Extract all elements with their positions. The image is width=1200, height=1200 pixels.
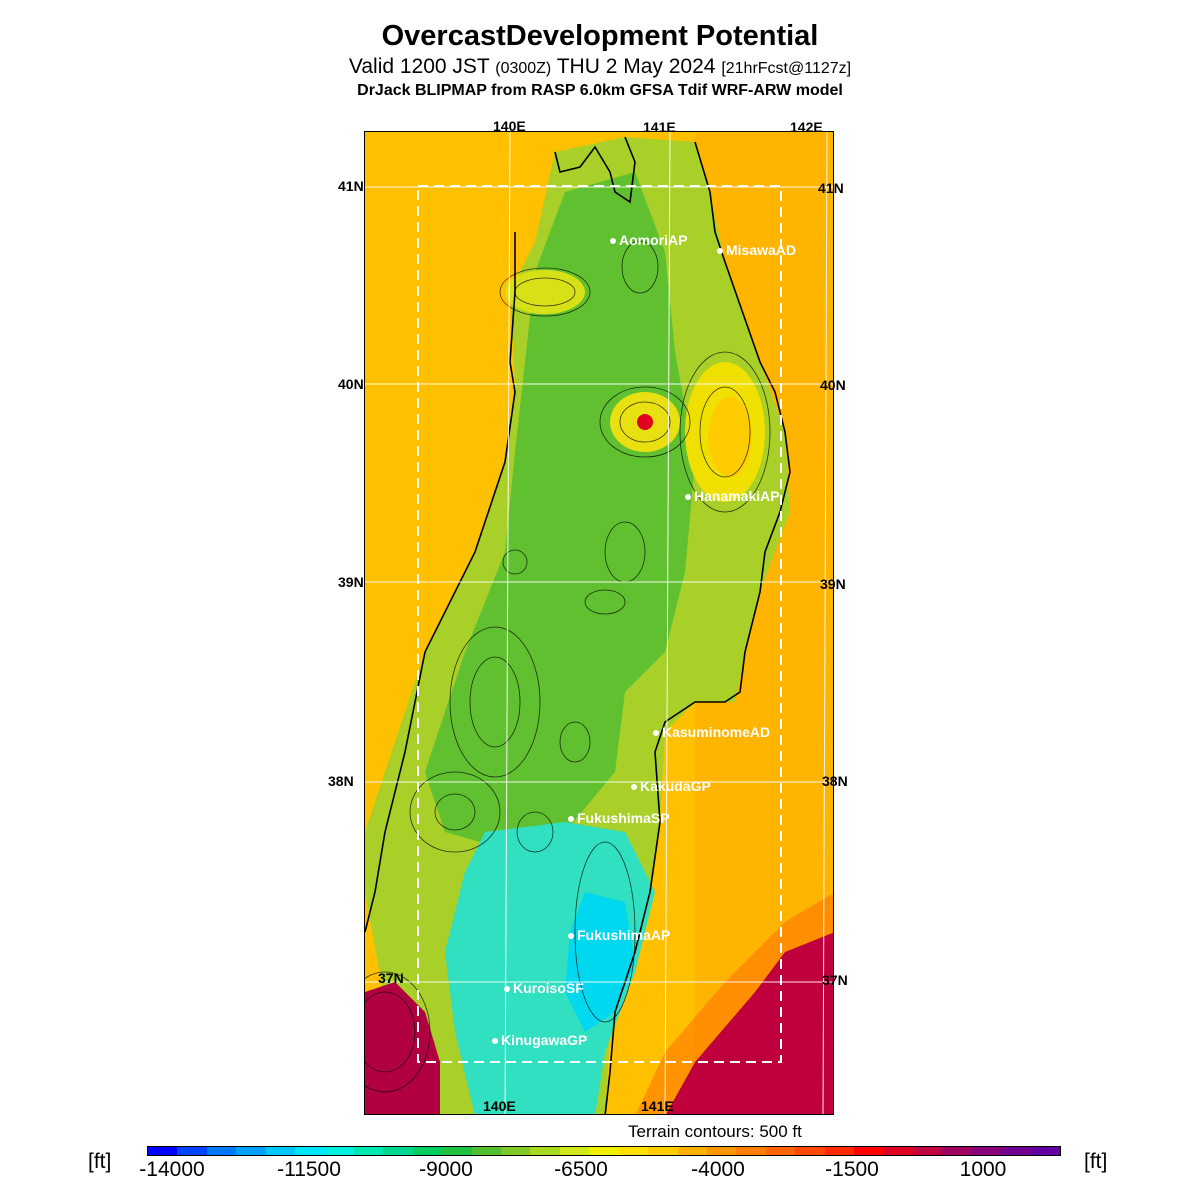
model-line: DrJack BLIPMAP from RASP 6.0km GFSA Tdif… (357, 82, 843, 99)
colorbar-swatch (442, 1147, 472, 1155)
valid-time: Valid 1200 JST (0300Z) THU 2 May 2024 [2… (0, 55, 1200, 79)
station-kasuminome: KasuminomeAD (653, 724, 770, 740)
colorbar-swatch (206, 1147, 237, 1155)
colorbar-swatch (971, 1147, 1002, 1155)
red-area-se (666, 932, 833, 1114)
orange-area-se (635, 893, 833, 1114)
lat-label-right: 38N (822, 773, 848, 789)
red-area-sw (365, 982, 440, 1114)
lat-label-right: 40N (820, 377, 846, 393)
colorbar-swatch (677, 1147, 708, 1155)
colorbar-swatch (765, 1147, 796, 1155)
lat-label-left: 39N (338, 574, 364, 590)
lon-label-bottom: 141E (641, 1098, 674, 1114)
colorbar-tick: -1500 (825, 1158, 879, 1181)
colorbar-unit-left: [ft] (88, 1150, 112, 1173)
station-fukushima-sp: FukushimaSP (568, 810, 670, 826)
colorbar-swatch (501, 1147, 531, 1155)
peak-area (637, 414, 653, 430)
colorbar-tick: -11500 (277, 1158, 341, 1181)
inner-domain-box (417, 185, 782, 1063)
lat-label-right: 39N (820, 576, 846, 592)
lon-label-top: 142E (790, 119, 823, 135)
colorbar-swatch (854, 1147, 884, 1155)
colorbar-swatch (148, 1147, 178, 1155)
colorbar-swatch (295, 1147, 325, 1155)
lat-label-right: 37N (822, 972, 848, 988)
lat-label-left: 40N (338, 376, 364, 392)
colorbar-swatch (236, 1147, 266, 1155)
colorbar-swatch (1001, 1147, 1031, 1155)
colorbar-swatch (559, 1147, 590, 1155)
chart-title: OvercastDevelopment Potential (381, 20, 819, 52)
terrain-note: Terrain contours: 500 ft (628, 1122, 802, 1141)
colorbar-tick: 1000 (959, 1158, 1007, 1181)
station-fukushima-ap: FukushimaAP (568, 927, 670, 943)
colorbar-tick: -6500 (554, 1158, 608, 1181)
lat-label-left: 37N (378, 970, 404, 986)
station-aomori: AomoriAP (610, 232, 687, 248)
colorbar-swatch (824, 1147, 855, 1155)
high-core (708, 397, 752, 477)
colorbar-swatch (412, 1147, 443, 1155)
map-svg (365, 132, 833, 1114)
colorbar-tick: -4000 (691, 1158, 745, 1181)
colorbar-swatch (324, 1147, 354, 1155)
colorbar-tick: -9000 (419, 1158, 473, 1181)
colorbar-swatch (353, 1147, 384, 1155)
lat-label-left: 38N (328, 773, 354, 789)
lat-label-right: 41N (818, 180, 844, 196)
colorbar-tick: -14000 (139, 1158, 205, 1181)
map-panel: AomoriAP MisawaAD HanamakiAP KasuminomeA… (364, 131, 834, 1115)
station-kakuda: KakudaGP (631, 778, 711, 794)
colorbar-swatch (383, 1147, 413, 1155)
lon-label-top: 140E (493, 118, 526, 134)
colorbar-swatch (795, 1147, 825, 1155)
coastline (365, 136, 791, 1114)
colorbar (147, 1146, 1061, 1156)
colorbar-swatch (618, 1147, 649, 1155)
station-kuroiso: KuroisoSF (504, 980, 584, 996)
terrain-contours (365, 240, 771, 1093)
colorbar-swatch (883, 1147, 913, 1155)
colorbar-unit-right: [ft] (1084, 1150, 1108, 1173)
high-area (505, 270, 585, 314)
valid-label: Valid 1200 JST (348, 55, 490, 78)
lon-label-top: 141E (643, 119, 676, 135)
colorbar-swatch (1030, 1147, 1061, 1155)
colorbar-swatch (648, 1147, 678, 1155)
station-kinugawa: KinugawaGP (492, 1032, 587, 1048)
green-area (425, 172, 695, 852)
lon-label-bottom: 140E (483, 1098, 516, 1114)
colorbar-swatch (707, 1147, 737, 1155)
colorbar-swatch (530, 1147, 560, 1155)
forecast-date: THU 2 May 2024 (556, 55, 716, 78)
cyan-core (565, 892, 635, 1032)
colorbar-swatch (736, 1147, 766, 1155)
lat-label-left: 41N (338, 178, 364, 194)
station-hanamaki: HanamakiAP (685, 488, 780, 504)
colorbar-swatch (177, 1147, 207, 1155)
colorbar-swatch (912, 1147, 943, 1155)
utc-time: (0300Z) (495, 60, 552, 77)
colorbar-swatch (471, 1147, 502, 1155)
forecast-info: [21hrFcst@1127z] (721, 60, 852, 77)
station-misawa: MisawaAD (717, 242, 796, 258)
colorbar-swatch (589, 1147, 619, 1155)
colorbar-swatch (265, 1147, 296, 1155)
colorbar-swatch (942, 1147, 972, 1155)
